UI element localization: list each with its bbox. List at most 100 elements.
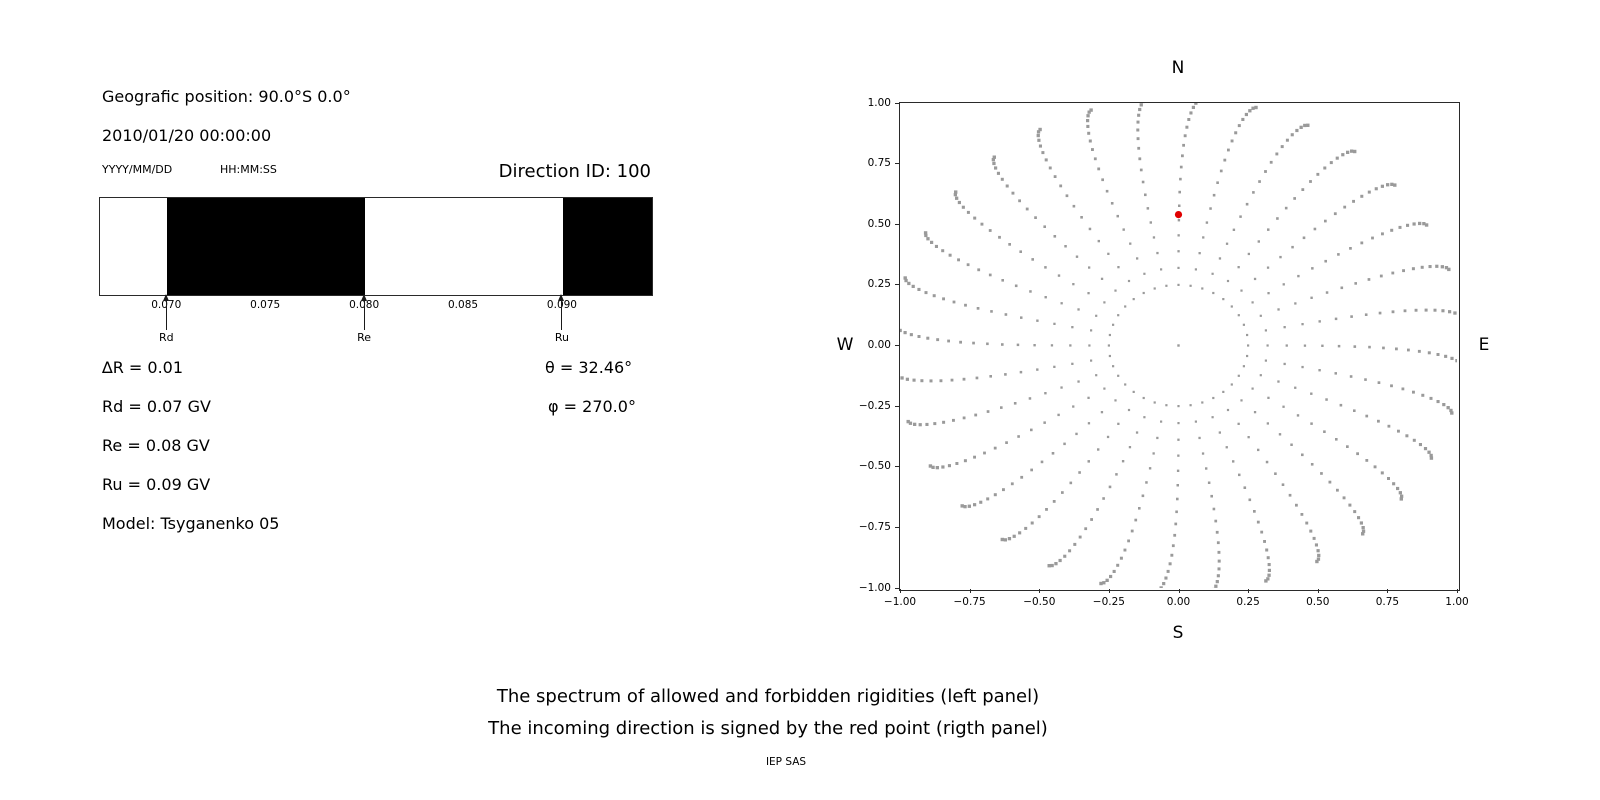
- asymptotic-direction-dot: [1453, 311, 1457, 315]
- asymptotic-direction-dot: [1382, 346, 1385, 350]
- direction-plot-frame: [899, 102, 1460, 591]
- asymptotic-direction-dot: [1038, 127, 1042, 132]
- x-axis-tick-label: 0.25: [1236, 596, 1260, 608]
- asymptotic-direction-dot: [1202, 236, 1205, 239]
- asymptotic-direction-dot: [1159, 586, 1163, 588]
- y-axis-tick-label: 1.00: [867, 96, 891, 109]
- asymptotic-direction-dot: [1030, 468, 1033, 472]
- asymptotic-direction-dot: [1215, 580, 1219, 584]
- asymptotic-direction-dot: [1060, 386, 1063, 389]
- asymptotic-direction-dot: [947, 339, 950, 343]
- asymptotic-direction-dot: [1310, 296, 1313, 299]
- direction-plot-svg: [900, 103, 1457, 588]
- x-axis-tick-label: −0.75: [953, 596, 986, 608]
- asymptotic-direction-dot: [1361, 526, 1365, 530]
- asymptotic-direction-dot: [1392, 482, 1396, 486]
- asymptotic-direction-dot: [1444, 266, 1449, 270]
- asymptotic-direction-dot: [1087, 131, 1091, 135]
- asymptotic-direction-dot: [925, 422, 929, 426]
- asymptotic-direction-dot: [983, 451, 986, 455]
- asymptotic-direction-dot: [959, 340, 962, 344]
- asymptotic-direction-dot: [1075, 255, 1079, 258]
- asymptotic-direction-dot: [1103, 301, 1106, 304]
- asymptotic-direction-dot: [1310, 422, 1313, 425]
- asymptotic-direction-dot: [1296, 414, 1300, 417]
- asymptotic-direction-dot: [1138, 507, 1141, 510]
- asymptotic-direction-dot: [1320, 472, 1323, 475]
- asymptotic-direction-dot: [990, 310, 993, 313]
- asymptotic-direction-dot: [1054, 562, 1058, 566]
- asymptotic-direction-dot: [1215, 530, 1219, 534]
- spectrum-markers: Rd Re Ru: [99, 294, 651, 356]
- asymptotic-direction-dot: [1143, 416, 1146, 419]
- asymptotic-direction-dot: [1114, 289, 1117, 292]
- y-axis-tick: [895, 284, 899, 286]
- asymptotic-direction-dot: [1393, 183, 1397, 187]
- asymptotic-direction-dot: [1421, 393, 1425, 397]
- asymptotic-direction-dot: [1019, 370, 1023, 374]
- asymptotic-direction-dot: [1380, 471, 1384, 475]
- x-axis-tick: [1108, 589, 1110, 593]
- asymptotic-direction-dot: [1360, 194, 1364, 198]
- asymptotic-direction-dot: [1101, 178, 1104, 182]
- asymptotic-direction-dot: [977, 268, 981, 272]
- asymptotic-direction-dot: [994, 166, 998, 170]
- asymptotic-direction-dot: [1115, 473, 1118, 476]
- asymptotic-direction-dot: [1088, 266, 1091, 269]
- asymptotic-direction-dot: [1060, 302, 1063, 305]
- asymptotic-direction-dot: [1128, 446, 1132, 449]
- asymptotic-direction-dot: [953, 193, 957, 197]
- asymptotic-direction-dot: [1136, 257, 1139, 260]
- asymptotic-direction-dot: [1364, 378, 1367, 381]
- rigidity-marker-label: Ru: [554, 331, 570, 344]
- asymptotic-direction-dot: [1303, 123, 1307, 128]
- asymptotic-direction-dot: [1417, 349, 1421, 353]
- asymptotic-direction-dot: [917, 287, 921, 291]
- asymptotic-direction-dot: [1299, 125, 1303, 129]
- inner-ring-dot: [1112, 323, 1115, 326]
- asymptotic-direction-dot: [1323, 166, 1327, 170]
- asymptotic-direction-dot: [1138, 107, 1142, 112]
- asymptotic-direction-dot: [1377, 381, 1381, 384]
- asymptotic-direction-dot: [1123, 548, 1127, 552]
- asymptotic-direction-dot: [1004, 313, 1008, 316]
- asymptotic-direction-dot: [1077, 308, 1080, 311]
- asymptotic-direction-dot: [900, 376, 904, 380]
- asymptotic-direction-dot: [1030, 428, 1033, 432]
- asymptotic-direction-dot: [1137, 146, 1141, 150]
- asymptotic-direction-dot: [1371, 236, 1374, 240]
- asymptotic-direction-dot: [1087, 422, 1091, 425]
- asymptotic-direction-dot: [1424, 223, 1429, 227]
- asymptotic-direction-dot: [1218, 257, 1222, 260]
- asymptotic-direction-dot: [1455, 359, 1457, 363]
- asymptotic-direction-dot: [1277, 308, 1280, 311]
- asymptotic-direction-dot: [1029, 290, 1032, 293]
- asymptotic-direction-dot: [1258, 180, 1261, 183]
- compass-west-label: W: [836, 335, 854, 355]
- asymptotic-direction-dot: [1174, 522, 1178, 526]
- y-axis-tick: [895, 163, 899, 165]
- asymptotic-direction-dot: [1212, 507, 1216, 511]
- asymptotic-direction-dot: [1087, 396, 1090, 399]
- phi-value: φ = 270.0°: [548, 397, 636, 416]
- marker-arrow-icon: [360, 294, 367, 301]
- asymptotic-direction-dot: [1334, 372, 1337, 375]
- asymptotic-direction-dot: [1036, 130, 1041, 134]
- x-axis-tick: [900, 589, 901, 593]
- ru-value: Ru = 0.09 GV: [102, 475, 211, 494]
- y-axis-tick: [895, 405, 899, 407]
- inner-ring-dot: [1242, 323, 1245, 326]
- inner-ring-dot: [1142, 396, 1145, 400]
- asymptotic-direction-dot: [1248, 109, 1252, 113]
- asymptotic-direction-dot: [1283, 326, 1286, 329]
- asymptotic-direction-dot: [1285, 344, 1288, 347]
- asymptotic-direction-dot: [1429, 453, 1433, 458]
- asymptotic-direction-dot: [952, 300, 956, 304]
- asymptotic-direction-dot: [1121, 460, 1125, 463]
- asymptotic-direction-dot: [1072, 405, 1075, 408]
- asymptotic-direction-dot: [1020, 316, 1023, 319]
- asymptotic-direction-dot: [1030, 521, 1034, 525]
- asymptotic-direction-dot: [1374, 187, 1378, 191]
- asymptotic-direction-dot: [1073, 542, 1077, 546]
- asymptotic-direction-dot: [1427, 450, 1431, 454]
